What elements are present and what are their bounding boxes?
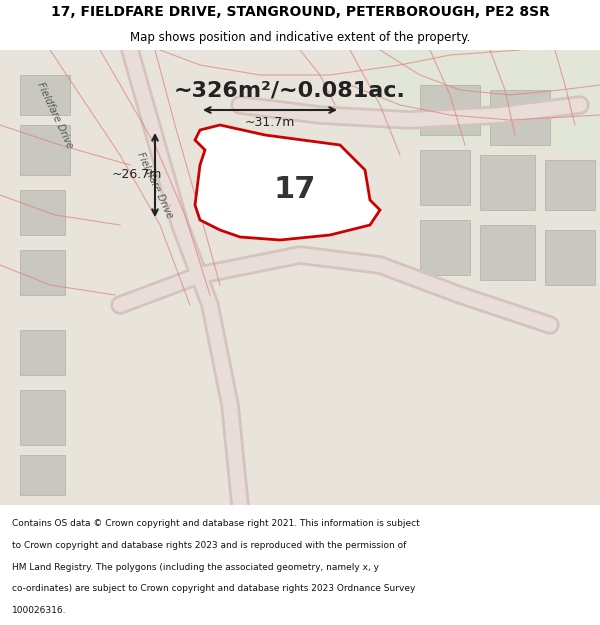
Text: Fieldfare Drive: Fieldfare Drive [135, 151, 175, 219]
Polygon shape [20, 190, 65, 235]
Text: co-ordinates) are subject to Crown copyright and database rights 2023 Ordnance S: co-ordinates) are subject to Crown copyr… [12, 584, 415, 593]
Polygon shape [480, 225, 535, 280]
Polygon shape [420, 150, 470, 205]
Text: HM Land Registry. The polygons (including the associated geometry, namely x, y: HM Land Registry. The polygons (includin… [12, 562, 379, 572]
Polygon shape [20, 125, 70, 175]
Text: ~326m²/~0.081ac.: ~326m²/~0.081ac. [174, 80, 406, 100]
Polygon shape [545, 160, 595, 210]
Text: 100026316.: 100026316. [12, 606, 67, 615]
Text: Contains OS data © Crown copyright and database right 2021. This information is : Contains OS data © Crown copyright and d… [12, 519, 420, 528]
Text: 17, FIELDFARE DRIVE, STANGROUND, PETERBOROUGH, PE2 8SR: 17, FIELDFARE DRIVE, STANGROUND, PETERBO… [50, 6, 550, 19]
Text: Fieldfare Drive: Fieldfare Drive [35, 81, 75, 149]
Polygon shape [420, 220, 470, 275]
Polygon shape [20, 390, 65, 445]
Text: Map shows position and indicative extent of the property.: Map shows position and indicative extent… [130, 31, 470, 44]
Polygon shape [20, 455, 65, 495]
Polygon shape [195, 125, 380, 240]
Polygon shape [20, 250, 65, 295]
Polygon shape [420, 85, 480, 135]
Text: ~26.7m: ~26.7m [112, 169, 162, 181]
Polygon shape [480, 155, 535, 210]
Polygon shape [20, 75, 70, 115]
Text: to Crown copyright and database rights 2023 and is reproduced with the permissio: to Crown copyright and database rights 2… [12, 541, 406, 550]
Polygon shape [490, 90, 550, 145]
Text: ~31.7m: ~31.7m [245, 116, 295, 129]
Polygon shape [545, 230, 595, 285]
Polygon shape [370, 50, 600, 155]
Polygon shape [20, 330, 65, 375]
Text: 17: 17 [274, 176, 316, 204]
